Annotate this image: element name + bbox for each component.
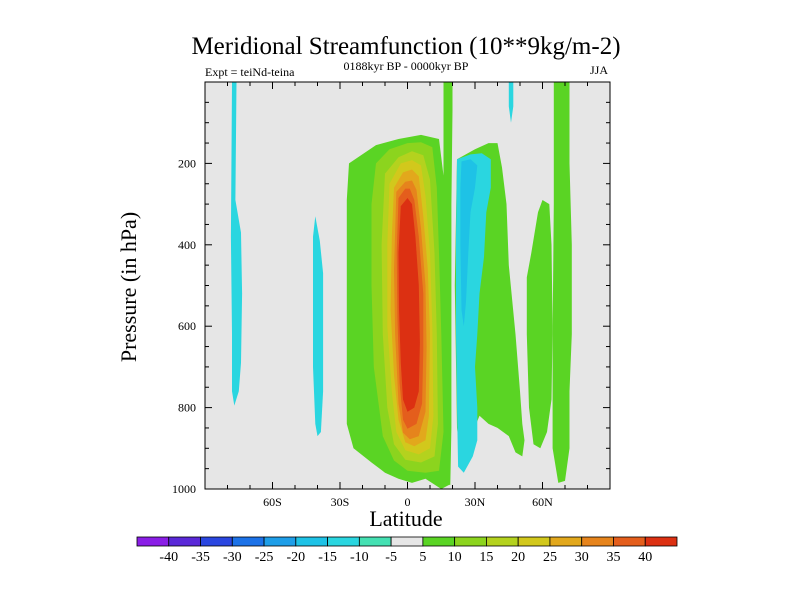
contour-region-nh-weak-negative-column: [508, 82, 514, 123]
y-axis-title: Pressure (in hPa): [116, 212, 141, 362]
colorbar-box: [200, 536, 233, 547]
colorbar-label: -35: [191, 550, 210, 565]
colorbar-box: [422, 536, 456, 547]
x-tick-label: 0: [405, 495, 411, 509]
colorbar-label: -25: [255, 550, 274, 565]
colorbar-label: 40: [638, 550, 652, 565]
colorbar-box: [486, 536, 519, 547]
y-tick-label: 400: [178, 238, 196, 252]
chart-title: Meridional Streamfunction (10**9kg/m-2): [191, 33, 620, 60]
colorbar-box: [231, 536, 265, 547]
colorbar-box: [613, 536, 646, 547]
colorbar-box: [454, 536, 487, 547]
contour-fills: [230, 82, 572, 489]
colorbar-label: 5: [419, 550, 426, 565]
x-tick-label: 30S: [331, 495, 350, 509]
colorbar-label: -15: [318, 550, 337, 565]
colorbar-box: [136, 536, 170, 547]
colorbar-label: 35: [606, 550, 620, 565]
contour-region-trop-level-40: [398, 198, 420, 412]
colorbar-label: 15: [479, 550, 493, 565]
colorbar-box: [295, 536, 328, 547]
contour-region-nh-positive-lobe-55n: [526, 200, 553, 449]
colorbar-label: -30: [223, 550, 242, 565]
colorbar-box: [390, 536, 424, 547]
plot-area: [205, 82, 610, 489]
colorbar-box: [644, 536, 678, 547]
contour-region-nh-negative-core: [460, 159, 478, 327]
y-tick-label: 800: [178, 401, 196, 415]
colorbar-box: [517, 536, 551, 547]
colorbar-label: -40: [159, 550, 178, 565]
colorbar-box: [327, 536, 360, 547]
x-tick-label: 30N: [465, 495, 486, 509]
colorbar-label: -5: [385, 550, 397, 565]
colorbar-box: [549, 536, 583, 547]
colorbar: -40 -35 -30 -25 -20 -15 -10 -5 5 10 15 20 25 30 35 40: [136, 536, 678, 565]
contour-region-sh-midlat-weak-negative: [313, 216, 324, 437]
left-string: Expt = teiNd-teina: [205, 65, 295, 79]
right-string: JJA: [590, 63, 608, 77]
contour-region-nh-positive-column-60n: [552, 82, 572, 483]
colorbar-box: [168, 536, 201, 547]
colorbar-label: -10: [350, 550, 369, 565]
colorbar-box: [263, 536, 297, 547]
colorbar-label: 10: [448, 550, 462, 565]
colorbar-label: -20: [286, 550, 305, 565]
axes: 60S 30S 0 30N 60N 200 400 600 800 1000: [172, 81, 611, 509]
contour-region-sh-polar-weak-negative: [230, 82, 243, 406]
contour-region-positive-column-15n: [443, 82, 453, 485]
colorbar-label: 20: [511, 550, 525, 565]
colorbar-box: [581, 536, 614, 547]
colorbar-label: 25: [543, 550, 557, 565]
colorbar-label: 30: [575, 550, 589, 565]
y-tick-label: 600: [178, 319, 196, 333]
y-tick-label: 1000: [172, 482, 196, 496]
colorbar-box: [358, 536, 392, 547]
x-axis-title: Latitude: [369, 506, 442, 531]
x-tick-label: 60S: [263, 495, 282, 509]
y-tick-label: 200: [178, 156, 196, 170]
x-tick-label: 60N: [532, 495, 553, 509]
center-string: 0188kyr BP - 0000kyr BP: [344, 59, 469, 73]
